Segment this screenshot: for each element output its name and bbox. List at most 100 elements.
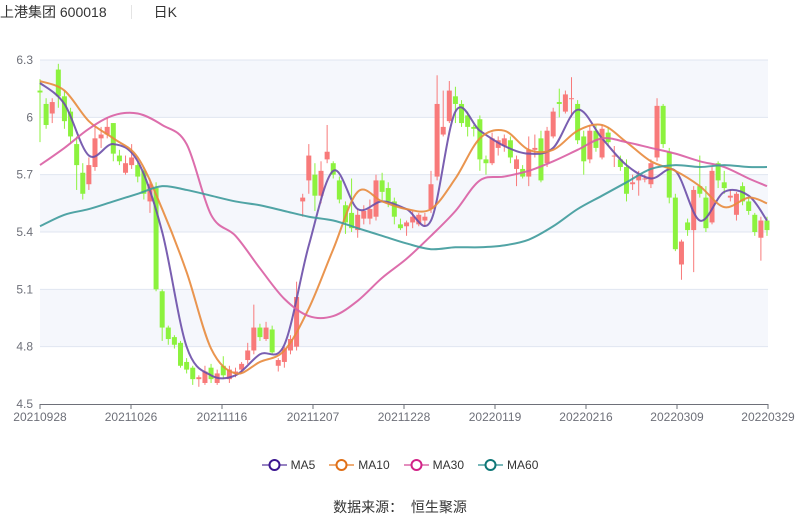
candle-body: [43, 103, 49, 125]
candle-body: [141, 170, 147, 194]
candle-body: [630, 182, 636, 185]
candle-body: [550, 111, 556, 137]
data-source-value: 恒生聚源: [410, 499, 467, 515]
chart-header: 上港集团 600018 日K: [0, 2, 177, 22]
candle-up: [611, 146, 617, 168]
candle-down: [171, 335, 177, 349]
candle-body: [587, 130, 593, 160]
candle-down: [74, 136, 80, 190]
ma-line-ma30: [39, 111, 768, 320]
candle-body: [709, 170, 715, 223]
candle-body: [721, 182, 727, 189]
candle-body: [544, 130, 550, 164]
candle-body: [642, 178, 648, 180]
y-tick-label: 6: [26, 110, 33, 124]
candle-up: [275, 358, 281, 372]
candle-up: [446, 81, 452, 124]
candle-up: [709, 167, 715, 225]
candle-body: [306, 155, 312, 181]
candle-up: [294, 281, 300, 351]
candle-body: [300, 197, 306, 202]
candle-body: [184, 361, 190, 370]
candle-body: [208, 367, 214, 380]
legend-item-ma5[interactable]: MA5: [261, 458, 315, 472]
candle-body: [422, 216, 428, 221]
candle-body: [68, 111, 74, 137]
candle-body: [336, 180, 342, 200]
candle-down: [349, 178, 355, 232]
candle-body: [685, 222, 691, 231]
candle-body: [104, 126, 110, 135]
candle-body: [80, 172, 86, 194]
period-tab-daily[interactable]: 日K: [153, 4, 177, 20]
candle-down: [68, 107, 74, 145]
candle-body: [287, 339, 293, 351]
candle-body: [123, 163, 129, 173]
y-tick-label: 5.7: [16, 168, 33, 182]
candle-up: [544, 126, 550, 168]
candle-up: [599, 124, 605, 160]
legend-item-ma60[interactable]: MA60: [478, 458, 538, 472]
candle-down: [477, 115, 483, 171]
candle-up: [526, 136, 532, 187]
candle-up: [263, 321, 269, 341]
candle-up: [245, 342, 251, 364]
candle-body: [452, 96, 458, 104]
legend-item-ma30[interactable]: MA30: [403, 458, 464, 472]
candle-body: [49, 102, 55, 114]
candle-down: [483, 155, 489, 175]
stock-code: 600018: [59, 4, 107, 20]
candle-body: [440, 126, 446, 135]
y-tick-label: 5.1: [16, 282, 33, 296]
candle-body: [428, 184, 434, 210]
candle-down: [110, 123, 116, 162]
candle-body: [355, 214, 361, 231]
candle-up: [306, 144, 312, 194]
candle-up: [361, 205, 367, 225]
candle-body: [379, 180, 385, 192]
candle-down: [471, 124, 477, 137]
candle-down: [116, 149, 122, 166]
candle-up: [324, 124, 330, 164]
candle-body: [226, 369, 232, 380]
candle-body: [135, 165, 141, 177]
candle-up: [367, 199, 373, 225]
candle-body: [599, 128, 605, 158]
x-tick-label: 20220119: [469, 410, 522, 424]
candle-body: [202, 371, 208, 383]
candle-body: [556, 102, 562, 104]
candle-up: [758, 216, 764, 261]
candle-body: [312, 174, 318, 196]
candle-up: [300, 193, 306, 217]
candle-up: [434, 75, 440, 181]
candle-body: [648, 163, 654, 185]
candle-body: [61, 96, 67, 122]
legend-item-ma10[interactable]: MA10: [329, 458, 390, 472]
grid-band: [40, 174, 768, 232]
candle-up: [416, 212, 422, 227]
candle-down: [672, 193, 678, 252]
candle-body: [294, 296, 300, 347]
candle-body: [740, 186, 746, 202]
candle-up: [562, 90, 568, 114]
candle-down: [397, 218, 403, 231]
candle-body: [86, 165, 92, 185]
candle-body: [410, 216, 416, 223]
candle-body: [617, 159, 623, 168]
candle-body: [672, 197, 678, 250]
candle-down: [740, 182, 746, 206]
candle-down: [581, 130, 587, 175]
candle-up: [202, 365, 208, 385]
candle-body: [153, 188, 159, 290]
candle-down: [752, 212, 758, 236]
candle-up: [501, 134, 507, 152]
candle-body: [654, 105, 660, 158]
candle-up: [550, 107, 556, 139]
candle-body: [330, 163, 336, 175]
grid-band: [40, 60, 768, 118]
grid-band: [40, 289, 768, 347]
candle-up: [123, 155, 129, 175]
candle-down: [220, 356, 226, 380]
candle-up: [92, 126, 98, 171]
candle-body: [190, 367, 196, 380]
